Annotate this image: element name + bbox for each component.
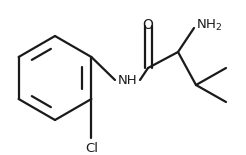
Text: NH$_2$: NH$_2$	[196, 18, 222, 33]
Text: O: O	[143, 18, 154, 32]
Text: NH: NH	[118, 73, 138, 86]
Text: Cl: Cl	[85, 142, 98, 155]
